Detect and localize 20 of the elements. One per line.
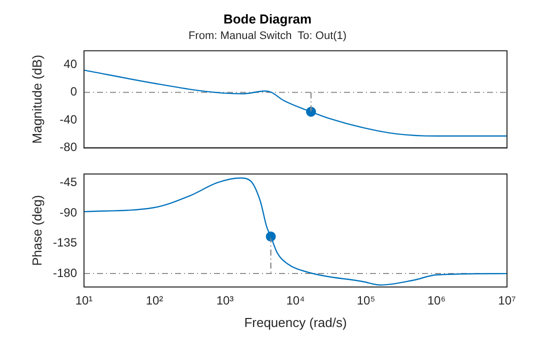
y-tick-label: -135 bbox=[52, 236, 78, 250]
y-tick-label: -90 bbox=[60, 205, 78, 220]
y-tick-label: 40 bbox=[64, 56, 78, 71]
x-axis-title: Frequency (rad/s) bbox=[244, 314, 347, 330]
x-tick-label: 10⁵ bbox=[356, 294, 376, 308]
chart-title: Bode Diagram bbox=[223, 11, 312, 26]
x-tick-label: 10² bbox=[146, 294, 164, 308]
y-axis-title: Phase (deg) bbox=[29, 195, 44, 266]
x-tick-label: 10¹ bbox=[75, 294, 93, 308]
chart-subtitle: From: Manual Switch To: Out(1) bbox=[188, 30, 347, 42]
x-tick-label: 10³ bbox=[216, 294, 234, 308]
y-axis-title: Magnitude (dB) bbox=[29, 54, 44, 144]
y-tick-label: -180 bbox=[52, 266, 78, 280]
x-tick-label: 10⁴ bbox=[286, 294, 305, 308]
y-tick-label: -40 bbox=[60, 112, 78, 126]
x-tick-label: 10⁶ bbox=[427, 294, 446, 308]
x-tick-label: 10⁷ bbox=[498, 294, 516, 308]
y-tick-label: -80 bbox=[60, 140, 78, 154]
y-tick-label: -45 bbox=[60, 175, 78, 190]
y-tick-label: 0 bbox=[70, 84, 78, 99]
